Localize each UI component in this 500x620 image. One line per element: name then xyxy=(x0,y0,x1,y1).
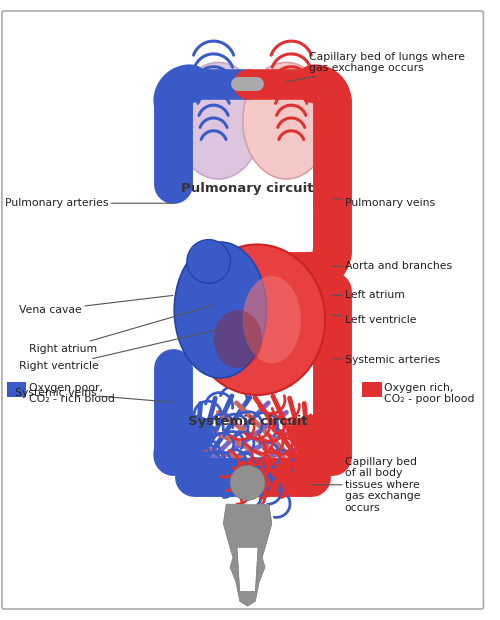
Ellipse shape xyxy=(242,276,301,363)
Text: Pulmonary circuit: Pulmonary circuit xyxy=(182,182,314,195)
Text: Systemic arteries: Systemic arteries xyxy=(332,355,440,365)
Text: Right ventricle: Right ventricle xyxy=(20,329,218,371)
Ellipse shape xyxy=(187,239,230,283)
Polygon shape xyxy=(224,504,272,606)
Text: Right atrium: Right atrium xyxy=(29,305,214,354)
Polygon shape xyxy=(226,504,269,548)
Text: CO₂ - poor blood: CO₂ - poor blood xyxy=(384,394,475,404)
Ellipse shape xyxy=(242,63,330,179)
Text: Capillary bed of lungs where
gas exchange occurs: Capillary bed of lungs where gas exchang… xyxy=(286,51,465,82)
Text: Left ventricle: Left ventricle xyxy=(332,315,416,325)
Text: Systemic circuit: Systemic circuit xyxy=(188,415,308,428)
Text: Pulmonary veins: Pulmonary veins xyxy=(332,198,435,208)
Text: Pulmonary arteries: Pulmonary arteries xyxy=(5,198,173,208)
Ellipse shape xyxy=(214,310,262,368)
FancyBboxPatch shape xyxy=(7,382,26,397)
Text: CO₂ - rich blood: CO₂ - rich blood xyxy=(29,394,115,404)
Text: Systemic veins: Systemic veins xyxy=(14,388,173,402)
Ellipse shape xyxy=(174,63,262,179)
Text: Oxygen rich,: Oxygen rich, xyxy=(384,383,454,392)
Text: Left atrium: Left atrium xyxy=(332,290,404,301)
Ellipse shape xyxy=(190,244,325,395)
FancyBboxPatch shape xyxy=(362,382,382,397)
Text: Aorta and branches: Aorta and branches xyxy=(332,261,452,272)
Text: Oxygen poor,: Oxygen poor, xyxy=(29,383,103,392)
Text: Capillary bed
of all body
tissues where
gas exchange
occurs: Capillary bed of all body tissues where … xyxy=(310,456,420,513)
Ellipse shape xyxy=(174,242,266,378)
Circle shape xyxy=(230,466,265,500)
Text: Vena cavae: Vena cavae xyxy=(20,296,173,315)
